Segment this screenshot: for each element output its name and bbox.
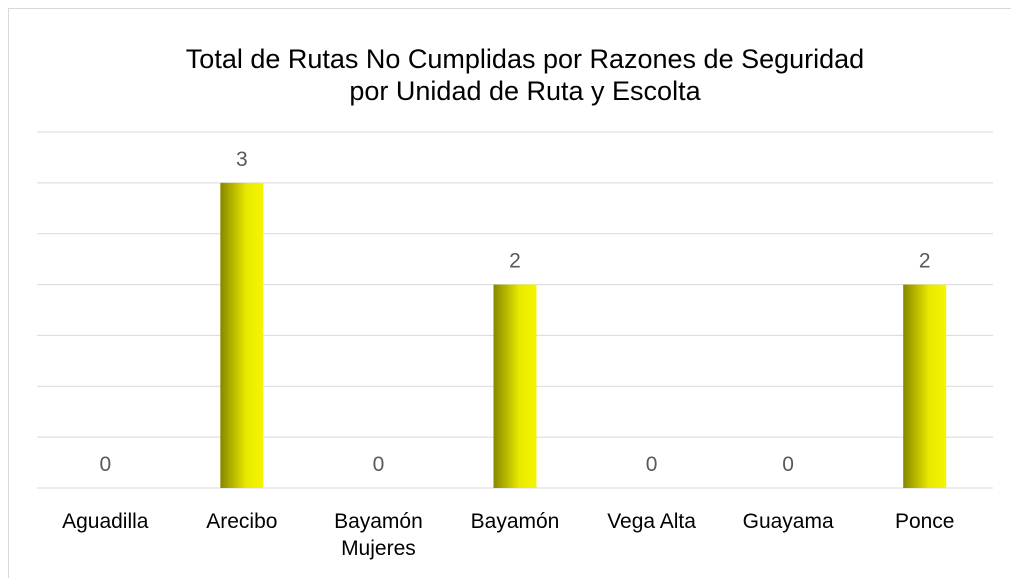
data-label: 3 [236,148,248,171]
data-label: 0 [782,453,794,476]
bar-shade [903,284,947,488]
data-label: 2 [509,250,521,273]
data-label: 0 [373,453,385,476]
x-tick-label: Arecibo [206,510,277,533]
data-label: 2 [919,250,931,273]
x-tick-label: Ponce [895,510,955,533]
x-tick-label: Aguadilla [62,510,149,533]
bar-shade [493,284,537,488]
x-tick-label: Bayamón [471,510,560,533]
data-label: 0 [99,453,111,476]
chart-title: Total de Rutas No Cumplidas por Razones … [186,44,864,106]
x-tick-label: Guayama [743,510,834,533]
bar-shade [220,182,264,488]
x-tick-label: Vega Alta [607,510,696,533]
data-label: 0 [646,453,658,476]
x-tick-label: Bayamón Mujeres [334,510,423,560]
